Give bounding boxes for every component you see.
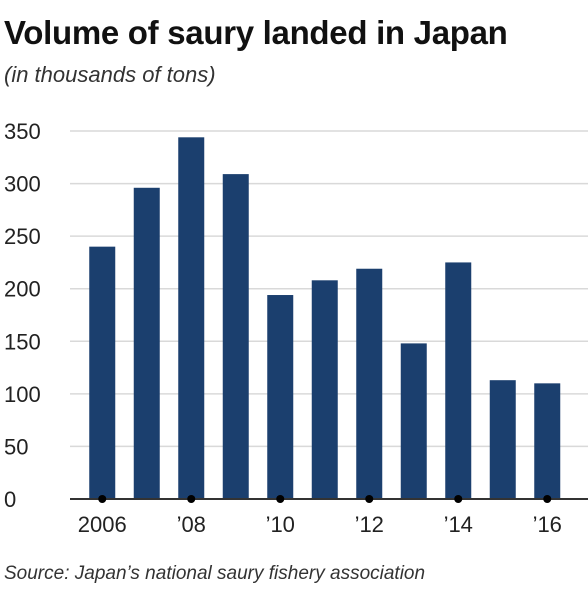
bar-2016 — [534, 383, 561, 499]
x-tick-mark — [187, 495, 196, 503]
bar-2007 — [133, 187, 160, 499]
chart-subtitle: (in thousands of tons) — [4, 62, 216, 87]
x-tick-mark — [276, 495, 285, 503]
chart-source: Source: Japan’s national saury fishery a… — [4, 563, 426, 584]
bar-2008 — [178, 137, 205, 499]
bar-2013 — [400, 343, 427, 499]
bar-chart: 0 50 100 150 200 250 300 350 2006 ’08 ’10 ’12 ’14 ’1… — [4, 119, 588, 537]
y-axis-ticks: 0 50 100 150 200 250 300 350 — [4, 119, 41, 512]
x-tick-label: ’10 — [266, 512, 295, 537]
x-tick-mark — [98, 495, 107, 503]
x-tick-mark — [454, 495, 463, 503]
x-tick-mark — [543, 495, 552, 503]
x-axis-ticks: 2006 ’08 ’10 ’12 ’14 ’16 — [78, 495, 562, 537]
x-tick-label: ’14 — [444, 512, 473, 537]
bar-2015 — [489, 380, 516, 499]
y-tick-label: 100 — [4, 382, 41, 407]
y-tick-label: 200 — [4, 277, 41, 302]
bar-2006 — [89, 246, 116, 499]
x-tick-label: 2006 — [78, 512, 127, 537]
y-tick-label: 300 — [4, 172, 41, 197]
x-tick-label: ’08 — [177, 512, 206, 537]
bar-2011 — [311, 280, 338, 499]
y-tick-label: 50 — [4, 434, 28, 459]
bar-2014 — [445, 262, 472, 499]
x-tick-mark — [365, 495, 374, 503]
x-tick-label: ’12 — [355, 512, 384, 537]
bar-2010 — [267, 295, 294, 499]
y-tick-label: 0 — [4, 487, 16, 512]
y-tick-label: 350 — [4, 119, 41, 144]
y-tick-label: 150 — [4, 329, 41, 354]
chart-title: Volume of saury landed in Japan — [4, 14, 508, 51]
y-tick-label: 250 — [4, 224, 41, 249]
x-tick-label: ’16 — [533, 512, 562, 537]
bar-2012 — [356, 268, 383, 499]
bars — [89, 137, 561, 499]
bar-2009 — [222, 174, 249, 499]
